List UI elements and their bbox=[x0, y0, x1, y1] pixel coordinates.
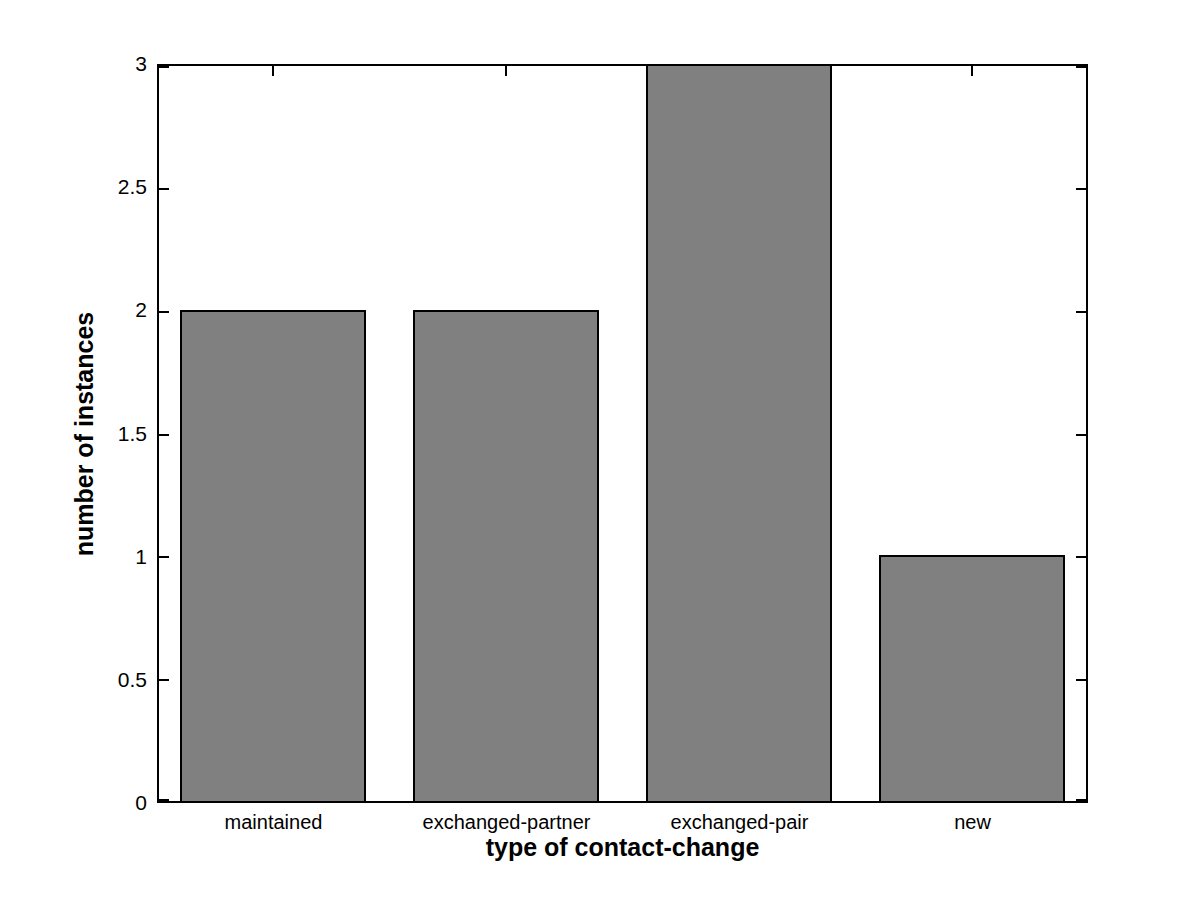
plot-area bbox=[157, 64, 1088, 803]
y-tick-label: 1 bbox=[55, 546, 147, 568]
y-axis-tick-left bbox=[159, 66, 169, 68]
y-axis-tick-right bbox=[1076, 311, 1086, 313]
y-axis-tick-left bbox=[159, 679, 169, 681]
x-axis-tick-top bbox=[505, 66, 507, 76]
y-axis-tick-right bbox=[1076, 188, 1086, 190]
y-axis-tick-left bbox=[159, 188, 169, 190]
x-tick-label: exchanged-partner bbox=[390, 810, 623, 834]
bar-exchanged-pair bbox=[646, 64, 832, 801]
y-axis-tick-left bbox=[159, 434, 169, 436]
y-axis-tick-right bbox=[1076, 434, 1086, 436]
y-axis-tick-left bbox=[159, 799, 169, 801]
x-tick-label: maintained bbox=[157, 810, 390, 834]
x-tick-label: new bbox=[856, 810, 1089, 834]
y-axis-tick-right bbox=[1076, 679, 1086, 681]
x-axis-label: type of contact-change bbox=[157, 833, 1088, 862]
y-tick-label: 1.5 bbox=[55, 423, 147, 445]
x-axis-tick-top bbox=[971, 66, 973, 76]
y-tick-label: 0 bbox=[55, 792, 147, 814]
y-tick-label: 2 bbox=[55, 299, 147, 321]
y-tick-label: 0.5 bbox=[55, 669, 147, 691]
x-axis-tick-top bbox=[272, 66, 274, 76]
y-axis-tick-left bbox=[159, 556, 169, 558]
y-tick-label: 3 bbox=[55, 53, 147, 75]
y-axis-tick-right bbox=[1076, 799, 1086, 801]
bar-new bbox=[879, 555, 1065, 801]
bar-chart-figure: number of instances type of contact-chan… bbox=[0, 0, 1201, 901]
bar-maintained bbox=[180, 310, 366, 801]
y-axis-tick-left bbox=[159, 311, 169, 313]
bar-exchanged-partner bbox=[413, 310, 599, 801]
x-tick-label: exchanged-pair bbox=[623, 810, 856, 834]
y-axis-tick-right bbox=[1076, 556, 1086, 558]
y-tick-label: 2.5 bbox=[55, 176, 147, 198]
y-axis-tick-right bbox=[1076, 66, 1086, 68]
